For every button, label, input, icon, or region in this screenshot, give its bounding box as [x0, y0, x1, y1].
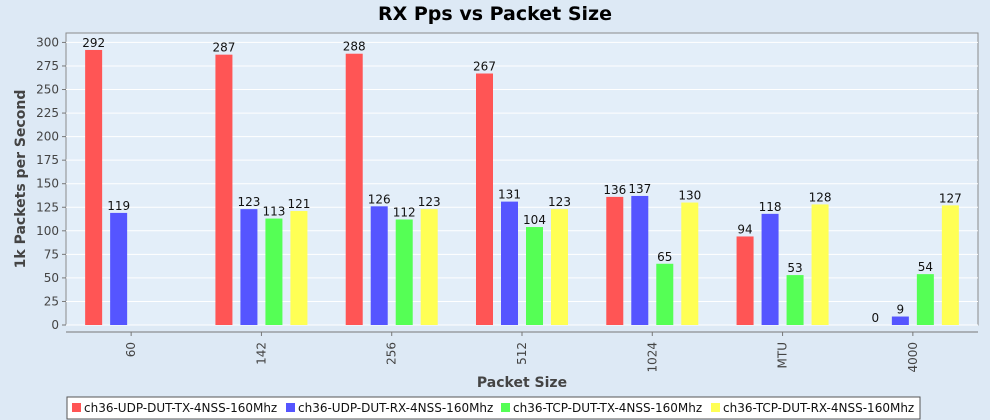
- y-tick-label: 250: [36, 83, 59, 97]
- x-tick-label: 256: [385, 342, 399, 365]
- bar: [606, 196, 624, 325]
- legend-swatch: [286, 403, 295, 412]
- data-label: 128: [809, 190, 832, 204]
- legend-swatch: [501, 403, 510, 412]
- bar: [631, 195, 649, 325]
- y-tick-label: 25: [44, 294, 59, 308]
- bar: [110, 212, 128, 325]
- legend-swatch: [711, 403, 720, 412]
- bar: [395, 219, 413, 325]
- bar: [681, 202, 699, 325]
- data-labels: 2921192871231131212881261121232671311041…: [82, 36, 962, 325]
- y-axis: 0 25 50 75 100 125 150 175 200 225 250 275 300: [36, 35, 66, 332]
- y-tick-label: 125: [36, 200, 59, 214]
- y-tick-label: 225: [36, 106, 59, 120]
- bar: [501, 201, 518, 325]
- bar: [916, 274, 934, 325]
- x-tick-label: 512: [515, 342, 529, 365]
- data-label: 123: [418, 195, 441, 209]
- y-tick-label: 275: [36, 59, 59, 73]
- bar: [265, 218, 283, 325]
- y-tick-label: 150: [36, 177, 59, 191]
- data-label: 137: [628, 182, 651, 196]
- data-label: 131: [498, 188, 521, 202]
- x-tick-label: 142: [254, 342, 268, 365]
- legend-box: [66, 396, 921, 420]
- data-label: 54: [918, 260, 933, 274]
- bar: [786, 275, 804, 325]
- bar: [656, 263, 674, 325]
- y-tick-label: 100: [36, 224, 59, 238]
- bar: [370, 206, 388, 325]
- data-label: 136: [603, 183, 626, 197]
- y-tick-label: 50: [44, 271, 59, 285]
- bar: [215, 54, 233, 325]
- data-label: 130: [678, 189, 701, 203]
- data-label: 0: [872, 311, 880, 325]
- data-label: 287: [212, 41, 235, 55]
- x-tick-label: MTU: [776, 342, 790, 368]
- data-label: 65: [657, 250, 672, 264]
- legend-label: ch36-TCP-DUT-RX-4NSS-160Mhz: [723, 401, 914, 415]
- x-tick-label: 60: [124, 342, 138, 357]
- data-label: 292: [82, 36, 105, 50]
- bar: [345, 53, 363, 325]
- bar: [551, 209, 568, 325]
- x-tick-label: 1024: [645, 342, 659, 373]
- bar: [290, 211, 308, 325]
- y-tick-label: 200: [36, 130, 59, 144]
- legend-swatch: [72, 403, 81, 412]
- bar: [811, 204, 829, 325]
- bar: [891, 316, 909, 325]
- chart-title: RX Pps vs Packet Size: [378, 3, 612, 25]
- data-label: 121: [287, 197, 310, 211]
- legend: ch36-UDP-DUT-TX-4NSS-160Mhz ch36-UDP-DUT-…: [66, 396, 921, 420]
- legend-label: ch36-UDP-DUT-RX-4NSS-160Mhz: [298, 401, 493, 415]
- y-tick-label: 300: [36, 35, 59, 49]
- bar: [476, 73, 493, 325]
- data-label: 118: [759, 200, 782, 214]
- y-tick-label: 175: [36, 153, 59, 167]
- x-axis-title: Packet Size: [477, 375, 567, 391]
- data-label: 127: [939, 191, 962, 205]
- bar: [240, 209, 258, 325]
- bar: [420, 209, 438, 325]
- data-label: 113: [262, 205, 285, 219]
- bar: [941, 205, 959, 325]
- data-label: 53: [787, 261, 802, 275]
- data-label: 123: [548, 195, 571, 209]
- data-label: 123: [237, 195, 260, 209]
- bar: [761, 213, 779, 325]
- y-tick-label: 0: [51, 318, 59, 332]
- bars: [85, 49, 959, 326]
- y-axis-title: 1k Packets per Second: [13, 90, 29, 269]
- x-tick-label: 4000: [906, 342, 920, 373]
- bar: [526, 227, 543, 325]
- data-label: 119: [107, 199, 130, 213]
- legend-label: ch36-UDP-DUT-TX-4NSS-160Mhz: [84, 401, 277, 415]
- data-label: 288: [343, 40, 366, 54]
- data-label: 9: [897, 303, 905, 317]
- x-axis: 60 142 256 512 1024 MTU 4000: [66, 331, 978, 373]
- plot-area: [65, 32, 979, 326]
- data-label: 126: [368, 192, 391, 206]
- bar: [736, 236, 754, 325]
- legend-label: ch36-TCP-DUT-TX-4NSS-160Mhz: [513, 401, 702, 415]
- data-label: 94: [737, 222, 752, 236]
- data-label: 112: [393, 206, 416, 220]
- data-label: 104: [523, 213, 546, 227]
- data-label: 267: [473, 60, 496, 74]
- bar: [85, 49, 103, 326]
- y-tick-label: 75: [44, 247, 59, 261]
